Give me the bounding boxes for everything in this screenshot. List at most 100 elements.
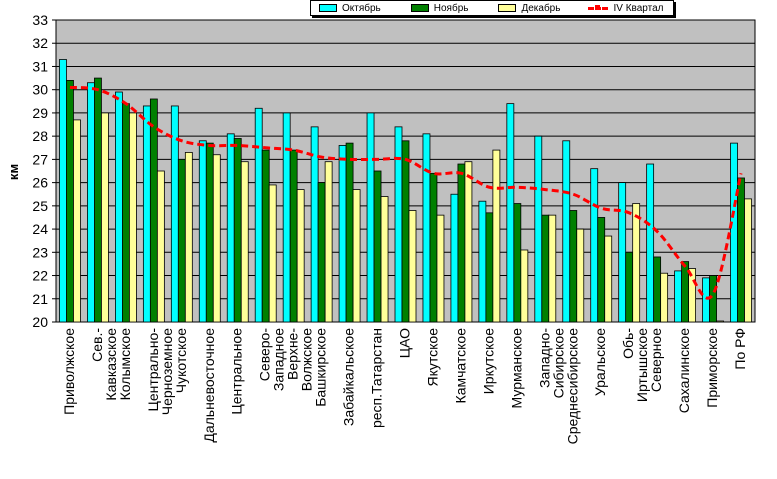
x-tick-label: Западно-Сибирское	[536, 328, 566, 399]
x-tick-label: респ.Татарстан	[369, 328, 385, 428]
bar-october-22	[674, 270, 682, 323]
bar-october-3	[142, 105, 151, 323]
bar-october-21	[646, 163, 655, 323]
x-tick-label: Уральское	[592, 328, 608, 396]
bar-october-5	[198, 140, 207, 323]
bar-october-7	[254, 107, 263, 323]
bar-november-21	[653, 256, 662, 323]
bar-december-6	[240, 161, 249, 323]
x-tick-label: Приморское	[704, 328, 720, 408]
bar-november-5	[205, 142, 214, 323]
x-tick-label: Камчатское	[452, 328, 468, 404]
y-tick-label: 28	[32, 128, 48, 144]
legend-swatch-october	[319, 4, 337, 12]
bar-october-6	[226, 133, 235, 323]
bar-december-9	[324, 161, 333, 323]
x-tick-label: Дальневосточное	[201, 328, 217, 443]
x-tick-label: Центральное	[229, 328, 245, 415]
bar-november-19	[597, 217, 606, 323]
bar-october-15	[478, 200, 487, 323]
bar-october-14	[450, 193, 459, 323]
y-tick-label: 26	[32, 175, 48, 191]
x-tick-label: Чукотское	[173, 328, 189, 393]
x-tick-label-line: Дальневосточное	[201, 328, 217, 443]
bar-october-2	[115, 91, 123, 323]
x-tick-label: По РФ	[732, 328, 748, 370]
x-tick-label: Приволжское	[61, 328, 77, 415]
x-tick-label-line: Западное	[271, 328, 287, 391]
x-tick-label-line: Уральское	[592, 328, 608, 396]
x-tick-label: Среднесибирское	[564, 328, 580, 445]
y-tick-label: 27	[32, 151, 48, 167]
x-tick-label: Иркутское	[480, 328, 496, 394]
bar-november-17	[541, 214, 550, 323]
bar-november-15	[485, 212, 494, 323]
legend-item-quarter: IV Квартал	[588, 2, 664, 14]
bar-october-11	[366, 112, 375, 323]
legend-label-quarter: IV Квартал	[613, 2, 664, 14]
x-tick-label-line: Башкирское	[313, 328, 329, 407]
bar-october-16	[506, 103, 515, 323]
bar-november-12	[401, 140, 410, 323]
bar-december-4	[184, 152, 193, 323]
x-tick-label-line: Западно-	[536, 328, 552, 388]
x-tick-label-line: Центрально-	[145, 328, 161, 412]
bar-november-0	[66, 80, 74, 323]
x-tick-label-line: Центральное	[229, 328, 245, 415]
x-tick-label: Обь-Иртышское	[620, 328, 650, 402]
x-tick-label: Верхне-Волжское	[285, 328, 315, 392]
bar-december-18	[576, 228, 585, 323]
x-tick-label: Якутское	[424, 328, 440, 387]
y-tick-label: 25	[32, 198, 48, 214]
x-tick-label-line: Сибирское	[550, 328, 566, 399]
legend-label-november: Ноябрь	[433, 2, 469, 14]
legend-item-december: Декабрь	[498, 3, 560, 14]
bar-december-13	[436, 214, 445, 323]
x-tick-label-line: Северо-	[257, 328, 273, 382]
bar-december-10	[352, 189, 361, 323]
bar-december-5	[212, 154, 221, 323]
legend-item-october: Октябрь	[319, 3, 381, 14]
x-tick-label: Северное	[648, 328, 664, 392]
x-tick-label: Северо-Западное	[257, 328, 287, 391]
bar-november-16	[513, 203, 522, 323]
bar-october-20	[618, 182, 627, 323]
y-tick-label: 33	[32, 12, 48, 28]
x-tick-label: Башкирское	[313, 328, 329, 407]
bar-october-1	[87, 82, 95, 323]
legend-item-november: Ноябрь	[410, 2, 469, 14]
x-tick-label-line: Сахалинское	[676, 328, 692, 413]
y-tick-label: 22	[32, 268, 48, 284]
bar-december-16	[520, 249, 529, 323]
bar-november-24	[737, 177, 745, 323]
bar-december-21	[660, 272, 669, 323]
x-tick-label: Центрально-Черноземное	[145, 328, 175, 416]
x-tick-label-line: Среднесибирское	[564, 328, 580, 445]
x-tick-label-line: По РФ	[732, 328, 748, 370]
x-tick-label-line: Кавказское	[103, 328, 119, 401]
series-line-quarter	[69, 85, 743, 300]
bar-october-8	[282, 112, 291, 323]
x-tick-label-line: Чукотское	[173, 328, 189, 393]
bar-december-22	[688, 268, 696, 323]
y-tick-label: 24	[32, 221, 48, 237]
y-tick-label: 31	[32, 58, 48, 74]
bar-december-8	[296, 189, 305, 323]
x-tick-label-line: Камчатское	[452, 328, 468, 404]
bar-november-10	[345, 142, 354, 323]
bar-november-6	[233, 138, 242, 323]
x-tick-label: Мурманское	[508, 328, 524, 409]
bar-october-18	[562, 140, 571, 323]
bar-december-2	[128, 112, 137, 323]
x-tick-label: Забайкальское	[341, 328, 357, 426]
bar-december-12	[408, 210, 417, 323]
bar-december-24	[744, 198, 752, 323]
bar-november-11	[373, 170, 382, 323]
legend-line-quarter	[588, 4, 609, 10]
bar-november-18	[569, 210, 578, 323]
x-tick-label-line: Иркутское	[480, 328, 496, 394]
x-tick-label: Колымское	[117, 328, 133, 401]
bar-october-23	[702, 277, 710, 323]
x-tick-label-line: респ.Татарстан	[369, 328, 385, 428]
bar-november-1	[94, 77, 102, 323]
